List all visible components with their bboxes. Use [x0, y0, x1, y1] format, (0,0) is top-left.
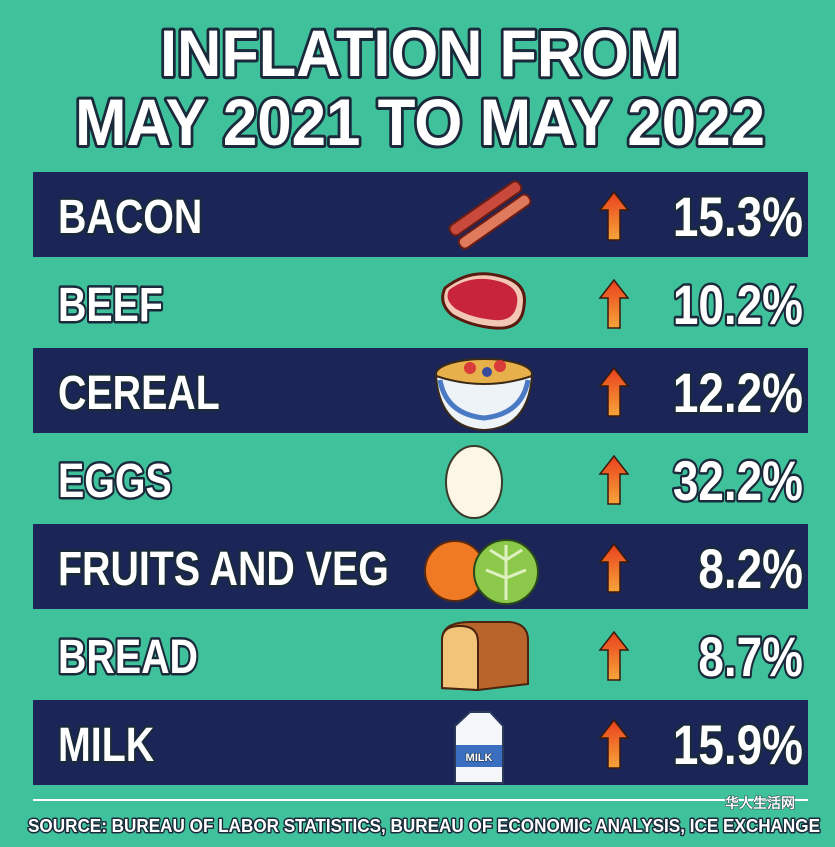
up-arrow: [598, 718, 630, 769]
change-value: 32.2%: [673, 450, 803, 512]
row: BACON 15.3%: [33, 172, 808, 257]
change-value: 8.7%: [698, 626, 803, 688]
row-band: [33, 172, 808, 257]
fruit-veg-icon: [424, 539, 539, 605]
item-label: BEEF: [58, 278, 163, 332]
row-band: [33, 348, 808, 433]
icons: MILK: [424, 180, 539, 784]
item-label: MILK: [58, 718, 154, 772]
watermark: 华人生活网: [725, 795, 795, 811]
change-value: 8.2%: [698, 538, 803, 600]
up-arrow: [598, 278, 630, 329]
change-value: 12.2%: [673, 362, 803, 424]
egg-icon: [445, 445, 503, 519]
beef-icon: [441, 272, 526, 330]
row-band: [33, 524, 808, 609]
source: SOURCE: BUREAU OF LABOR STATISTICS, BURE…: [28, 816, 820, 836]
bacon-icon: [448, 180, 532, 250]
row-band: [33, 700, 808, 785]
item-label: BACON: [58, 190, 202, 244]
up-arrow: [598, 454, 630, 505]
item-label: BREAD: [58, 630, 198, 684]
row: MILK 15.9%: [33, 700, 808, 785]
item-label: EGGS: [58, 454, 172, 508]
up-arrow: [598, 542, 630, 593]
row: CEREAL 12.2%: [33, 348, 808, 433]
item-label: FRUITS AND VEG: [58, 542, 389, 596]
title-line: MAY 2021 TO MAY 2022: [75, 85, 765, 159]
change-value: 15.3%: [673, 186, 803, 248]
bread-icon: [441, 621, 529, 692]
change-value: 10.2%: [673, 274, 803, 336]
row: FRUITS AND VEG 8.2%: [33, 524, 808, 609]
milk-carton-label: MILK: [466, 752, 493, 764]
rows: BACON 15.3% BEEF 10.2% CEREAL 12.2% EGGS 32.2% F…: [33, 172, 808, 785]
change-value: 15.9%: [673, 714, 803, 776]
cereal-icon: [434, 358, 534, 432]
up-arrow: [598, 190, 630, 241]
row: EGGS 32.2%: [56, 447, 806, 514]
row: BREAD 8.7%: [56, 623, 806, 690]
up-arrow: [598, 366, 630, 417]
up-arrow: [598, 630, 630, 681]
milk-icon: MILK: [454, 711, 504, 784]
row: BEEF 10.2%: [56, 271, 806, 338]
title-line: INFLATION FROM: [160, 16, 680, 90]
item-label: CEREAL: [58, 366, 220, 420]
